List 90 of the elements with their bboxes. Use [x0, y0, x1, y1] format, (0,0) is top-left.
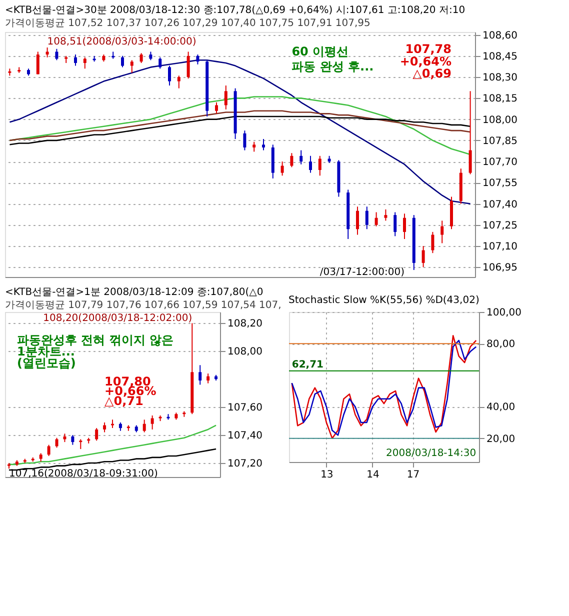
annotation: 108,20(2008/03/18-12:02:00)	[43, 313, 192, 324]
candlestick	[36, 51, 40, 75]
y-tick-label: 107,25	[482, 220, 518, 232]
line-series	[9, 116, 471, 146]
candlestick	[206, 373, 210, 384]
candlestick	[243, 130, 246, 151]
candlestick	[140, 52, 143, 64]
y-tick-label: 40,00	[486, 402, 516, 414]
annotation: 60 이평선	[292, 44, 349, 59]
candlestick	[224, 85, 228, 110]
line-series	[9, 110, 471, 142]
x-tick-label: 17	[406, 470, 420, 480]
annotation: 파동 완성 후...	[292, 59, 374, 74]
candlestick	[83, 56, 86, 70]
y-tick-label: 107,70	[482, 157, 518, 168]
candlestick	[74, 54, 77, 66]
annotation: (열린모습)	[16, 356, 76, 370]
candlestick	[79, 438, 82, 450]
y-tick-label: 107,85	[482, 136, 518, 147]
y-tick-label: 108,30	[482, 72, 518, 84]
annotation: 108,51(2008/03/03-14:00:00)	[47, 36, 196, 48]
chart-title: <KTB선물-연결>30분 2008/03/18-12:30 종:107,78(△0,69 +0,64%) 시:107,61 고:108,20 저:10	[5, 4, 466, 16]
candlestick	[403, 213, 406, 240]
candlestick	[290, 152, 294, 168]
candlestick	[186, 51, 190, 79]
annotation: +0,64%	[400, 54, 452, 68]
candlestick	[374, 212, 378, 227]
candlestick	[150, 414, 154, 430]
candlestick	[46, 46, 49, 58]
candlestick	[468, 90, 472, 175]
candlestick	[168, 65, 171, 86]
x-tick-label: 13	[320, 470, 334, 480]
y-tick-label: 107,10	[482, 242, 518, 253]
candlestick	[95, 428, 98, 442]
y-tick-label: 108,00	[228, 346, 262, 358]
candlestick	[55, 48, 58, 61]
y-tick-label: 107,60	[228, 402, 262, 414]
candlestick	[262, 138, 265, 151]
annotation: 107,78	[405, 42, 452, 56]
chart-title: Stochastic Slow %K(55,56) %D(43,02)	[288, 295, 480, 306]
annotation: 파동완성후 전혀 꺾이지 않은	[16, 333, 174, 348]
candlestick	[300, 150, 303, 165]
candlestick	[318, 155, 322, 176]
candlestick	[142, 419, 146, 433]
candlestick	[215, 102, 218, 114]
y-tick-label: 108,45	[482, 51, 518, 62]
y-tick-label: 108,00	[482, 114, 518, 126]
y-tick-label: 20,00	[486, 434, 516, 445]
candlestick	[394, 212, 397, 237]
line-series	[8, 424, 217, 466]
annotation: △0,69	[412, 66, 452, 81]
candlestick	[356, 206, 359, 236]
y-tick-label: 108,15	[482, 94, 518, 105]
y-tick-label: 107,55	[482, 178, 518, 190]
chart-title: <KTB선물-연결>1분 2008/03/18-12:09 종:107,80(△0	[5, 287, 264, 298]
candlestick	[365, 206, 368, 230]
ref-line-label: 62,71	[292, 360, 324, 371]
chart-subtitle: 가격이동평균 107,79 107,76 107,66 107,59 107,54 107,	[5, 300, 282, 311]
annotation: 1분차트...	[16, 344, 75, 359]
candlestick	[103, 422, 106, 433]
candlestick	[252, 141, 256, 152]
y-tick-label: 107,40	[228, 430, 262, 442]
y-tick-label: 108,60	[482, 30, 518, 42]
candlestick	[196, 54, 200, 65]
annotation: 2008/03/18-14:30	[386, 448, 476, 459]
y-tick-label: 107,20	[228, 458, 262, 470]
candlestick	[47, 444, 50, 457]
candlestick	[431, 231, 434, 254]
y-tick-label: 108,20	[228, 318, 262, 330]
candlestick	[384, 208, 388, 222]
candlestick	[440, 220, 444, 244]
candlestick	[422, 246, 425, 268]
candlestick	[177, 75, 180, 89]
candlestick	[309, 155, 312, 174]
annotation: /03/17-12:00:00)	[320, 267, 405, 278]
candlestick	[55, 437, 58, 448]
y-tick-label: 107,40	[482, 199, 518, 210]
annotation: 107,80	[104, 374, 151, 388]
candlestick	[71, 434, 74, 446]
y-tick-label: 80,00	[486, 339, 516, 350]
candlestick	[280, 161, 284, 176]
annotation: 107,16(2008/03/18-09:31:00)	[8, 468, 158, 480]
candlestick	[130, 60, 134, 74]
candlestick	[121, 55, 124, 68]
y-tick-label: 106,95	[482, 262, 518, 274]
y-tick-label: 100,00	[486, 308, 522, 318]
chart-subtitle: 가격이동평균 107,52 107,37 107,26 107,29 107,40 107,75 107,91 107,95	[5, 18, 370, 29]
candlestick	[158, 56, 162, 70]
x-tick-label: 14	[366, 470, 380, 480]
candlestick	[198, 364, 202, 386]
